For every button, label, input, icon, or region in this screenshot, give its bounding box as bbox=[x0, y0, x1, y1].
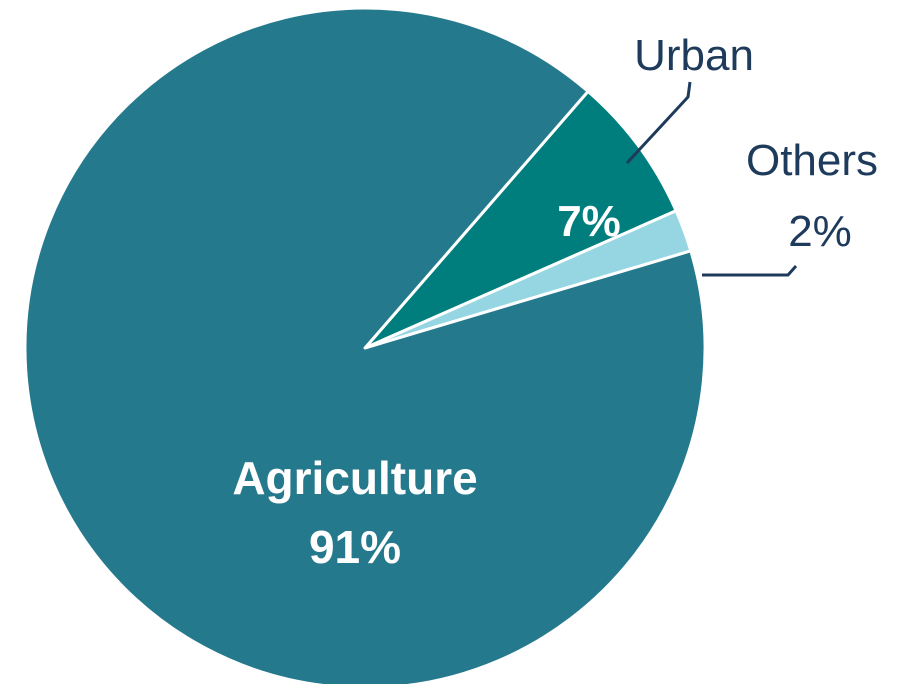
leader-line-urban bbox=[627, 82, 690, 163]
slice-label-others-value: 2% bbox=[788, 207, 852, 256]
leader-line-others bbox=[702, 266, 796, 275]
slice-label-urban-value: 7% bbox=[557, 197, 621, 246]
slice-label-urban-name: Urban bbox=[634, 31, 754, 80]
pie-slices bbox=[25, 8, 705, 684]
slice-label-others-name: Others bbox=[746, 136, 878, 185]
slice-label-agriculture-value: 91% bbox=[309, 521, 401, 573]
slice-label-agriculture-name: Agriculture bbox=[232, 452, 477, 504]
